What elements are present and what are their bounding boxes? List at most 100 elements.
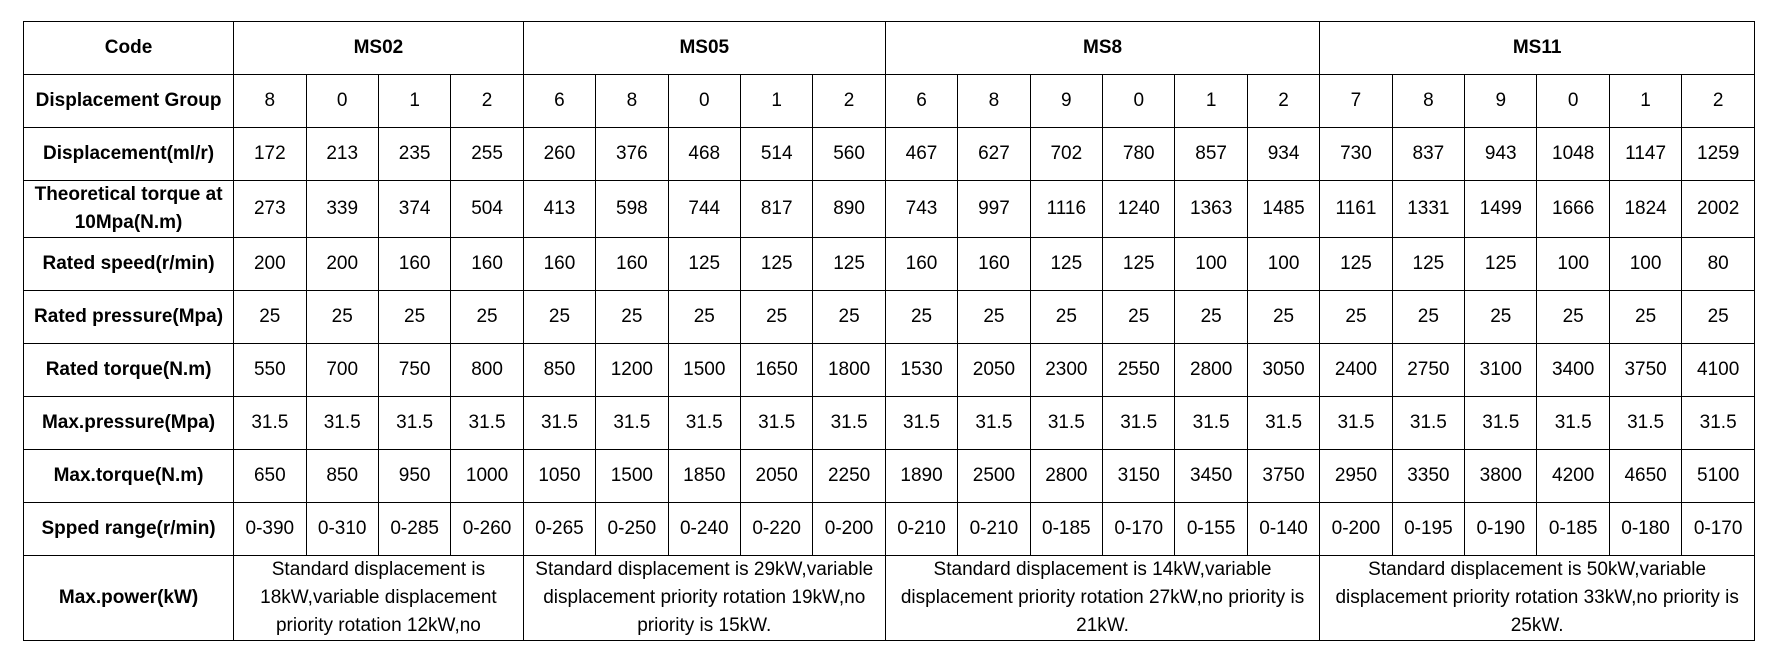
table-cell: 160 — [522, 237, 597, 291]
row-label: Theoretical torque at 10Mpa(N.m) — [22, 180, 235, 238]
table-row: Displacement(ml/r) 172 213 235 255 260 376 468 5… — [22, 127, 1755, 181]
table-cell: 25 — [1174, 290, 1248, 344]
table-cell: 1147 — [1608, 127, 1683, 181]
table-cell: 3100 — [1464, 343, 1538, 397]
table-cell: 1 — [377, 74, 452, 128]
table-cell: 25 — [884, 290, 959, 344]
row-label: Displacement(ml/r) — [22, 127, 235, 181]
table-cell: 31.5 — [812, 396, 886, 450]
table-cell: 9 — [1464, 74, 1538, 128]
table-cell: 25 — [957, 290, 1031, 344]
table-cell: 1048 — [1536, 127, 1610, 181]
table-cell: 25 — [1464, 290, 1538, 344]
table-row: Rated torque(N.m) 550 700 750 800 850 1200 1500… — [22, 343, 1755, 397]
power-cell: Standard displacement is 50kW,variable d… — [1319, 555, 1755, 641]
table-cell: 780 — [1102, 127, 1176, 181]
row-label: Spped range(r/min) — [22, 502, 235, 556]
table-cell: 31.5 — [1102, 396, 1176, 450]
table-cell: 2 — [450, 74, 524, 128]
table-cell: 1824 — [1608, 180, 1683, 238]
table-cell: 125 — [1464, 237, 1538, 291]
table-cell: 25 — [1536, 290, 1610, 344]
table-cell: 650 — [233, 449, 307, 503]
table-cell: 25 — [739, 290, 814, 344]
power-cell: Standard displacement is 29kW,variable d… — [522, 555, 886, 641]
table-cell: 1500 — [595, 449, 669, 503]
row-label: Rated speed(r/min) — [22, 237, 235, 291]
table-cell: 25 — [1029, 290, 1104, 344]
table-cell: 1161 — [1319, 180, 1393, 238]
table-cell: 1000 — [450, 449, 524, 503]
table-cell: 339 — [305, 180, 379, 238]
table-cell: 3800 — [1464, 449, 1538, 503]
table-cell: 0-200 — [1319, 502, 1393, 556]
table-cell: 125 — [812, 237, 886, 291]
table-cell: 0-265 — [522, 502, 597, 556]
table-cell: 934 — [1246, 127, 1321, 181]
table-cell: 6 — [884, 74, 959, 128]
row-label: Max.power(kW) — [22, 555, 235, 641]
table-cell: 3750 — [1246, 449, 1321, 503]
table-cell: 598 — [595, 180, 669, 238]
table-cell: 468 — [667, 127, 741, 181]
table-cell: 0-170 — [1102, 502, 1176, 556]
table-cell: 2550 — [1102, 343, 1176, 397]
row-label: Displacement Group — [22, 74, 235, 128]
table-cell: 172 — [233, 127, 307, 181]
table-cell: 2800 — [1174, 343, 1248, 397]
table-cell: 0-140 — [1246, 502, 1321, 556]
table-cell: 31.5 — [595, 396, 669, 450]
table-cell: 8 — [233, 74, 307, 128]
table-cell: 160 — [450, 237, 524, 291]
table-cell: 1850 — [667, 449, 741, 503]
power-cell: Standard displacement is 14kW,variable d… — [884, 555, 1321, 641]
table-cell: 943 — [1464, 127, 1538, 181]
table-cell: 837 — [1391, 127, 1466, 181]
table-cell: 31.5 — [667, 396, 741, 450]
table-cell: 3050 — [1246, 343, 1321, 397]
table-cell: 0 — [1536, 74, 1610, 128]
table-cell: 4650 — [1608, 449, 1683, 503]
table-cell: 627 — [957, 127, 1031, 181]
table-cell: 4200 — [1536, 449, 1610, 503]
table-cell: 125 — [1391, 237, 1466, 291]
table-cell: 5100 — [1681, 449, 1755, 503]
table-cell: 31.5 — [884, 396, 959, 450]
table-cell: 744 — [667, 180, 741, 238]
table-cell: 0-185 — [1029, 502, 1104, 556]
table-cell: 31.5 — [1174, 396, 1248, 450]
spec-table: Code MS02 MS05 MS8 MS11 Displacement Gro… — [22, 21, 1755, 641]
table-cell: 31.5 — [377, 396, 452, 450]
table-cell: 0-310 — [305, 502, 379, 556]
table-cell: 3450 — [1174, 449, 1248, 503]
table-cell: 200 — [233, 237, 307, 291]
table-cell: 857 — [1174, 127, 1248, 181]
table-cell: 514 — [739, 127, 814, 181]
row-label: Max.pressure(Mpa) — [22, 396, 235, 450]
table-cell: 800 — [450, 343, 524, 397]
table-row: Theoretical torque at 10Mpa(N.m) 273 339 37… — [22, 180, 1755, 238]
table-cell: 25 — [450, 290, 524, 344]
table-cell: 560 — [812, 127, 886, 181]
table-cell: 4100 — [1681, 343, 1755, 397]
table-cell: 2750 — [1391, 343, 1466, 397]
power-row: Max.power(kW) Standard displacement is 18… — [22, 555, 1755, 641]
table-cell: 0-180 — [1608, 502, 1683, 556]
table-row: Max.torque(N.m) 650 850 950 1000 1050 1500 1850… — [22, 449, 1755, 503]
group-header-ms05: MS05 — [522, 21, 886, 75]
table-cell: 31.5 — [1319, 396, 1393, 450]
table-cell: 31.5 — [450, 396, 524, 450]
table-cell: 0-220 — [739, 502, 814, 556]
power-cell: Standard displacement is 18kW,variable d… — [233, 555, 524, 641]
table-cell: 0 — [305, 74, 379, 128]
group-header-ms11: MS11 — [1319, 21, 1755, 75]
table-cell: 31.5 — [522, 396, 597, 450]
table-cell: 125 — [739, 237, 814, 291]
table-cell: 850 — [522, 343, 597, 397]
table-cell: 160 — [377, 237, 452, 291]
table-cell: 31.5 — [739, 396, 814, 450]
table-cell: 1116 — [1029, 180, 1104, 238]
table-cell: 1 — [1608, 74, 1683, 128]
table-cell: 0-155 — [1174, 502, 1248, 556]
table-cell: 0-210 — [957, 502, 1031, 556]
